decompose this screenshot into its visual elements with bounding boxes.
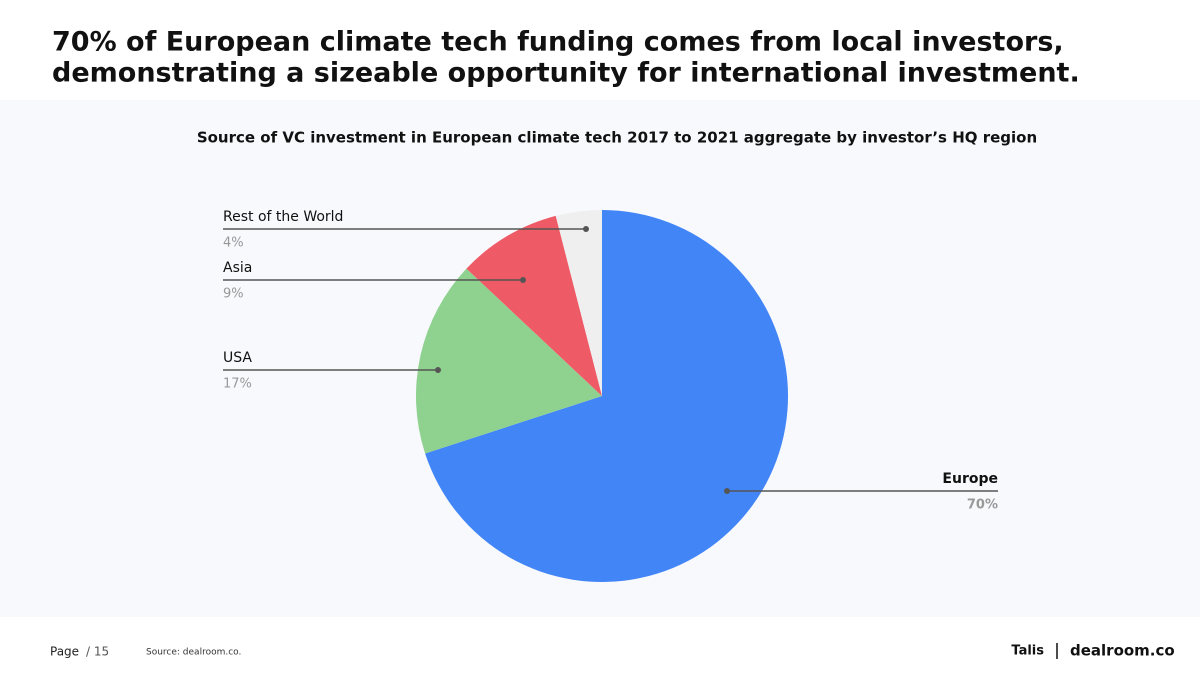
leader-dot: [724, 488, 730, 494]
pie-slice: [555, 210, 602, 396]
slice-label: Asia: [223, 260, 252, 276]
leader-dot: [520, 277, 526, 283]
slice-label: Rest of the World: [223, 209, 343, 225]
slice-value: 9%: [223, 287, 244, 302]
leader-dot: [583, 226, 589, 232]
slice-label: USA: [223, 350, 252, 366]
headline: demonstrating a sizeable opportunity for…: [52, 58, 1080, 89]
pie-slice: [416, 268, 602, 454]
page-number: / 15: [86, 645, 109, 659]
slice-value: 70%: [967, 498, 998, 513]
headline: 70% of European climate tech funding com…: [52, 27, 1064, 58]
source: Source: dealroom.co.: [146, 648, 241, 658]
pie-slice: [466, 215, 602, 396]
slice-value: 17%: [223, 377, 252, 392]
leader-dot: [435, 367, 441, 373]
chart-title: Source of VC investment in European clim…: [197, 129, 1037, 147]
slice-value: 4%: [223, 236, 244, 251]
page-label: Page: [50, 645, 79, 659]
brand: Talis: [1011, 644, 1044, 659]
pie-slice: [425, 210, 788, 582]
partner: dealroom.co: [1070, 642, 1175, 660]
slice-label: Europe: [942, 471, 998, 487]
